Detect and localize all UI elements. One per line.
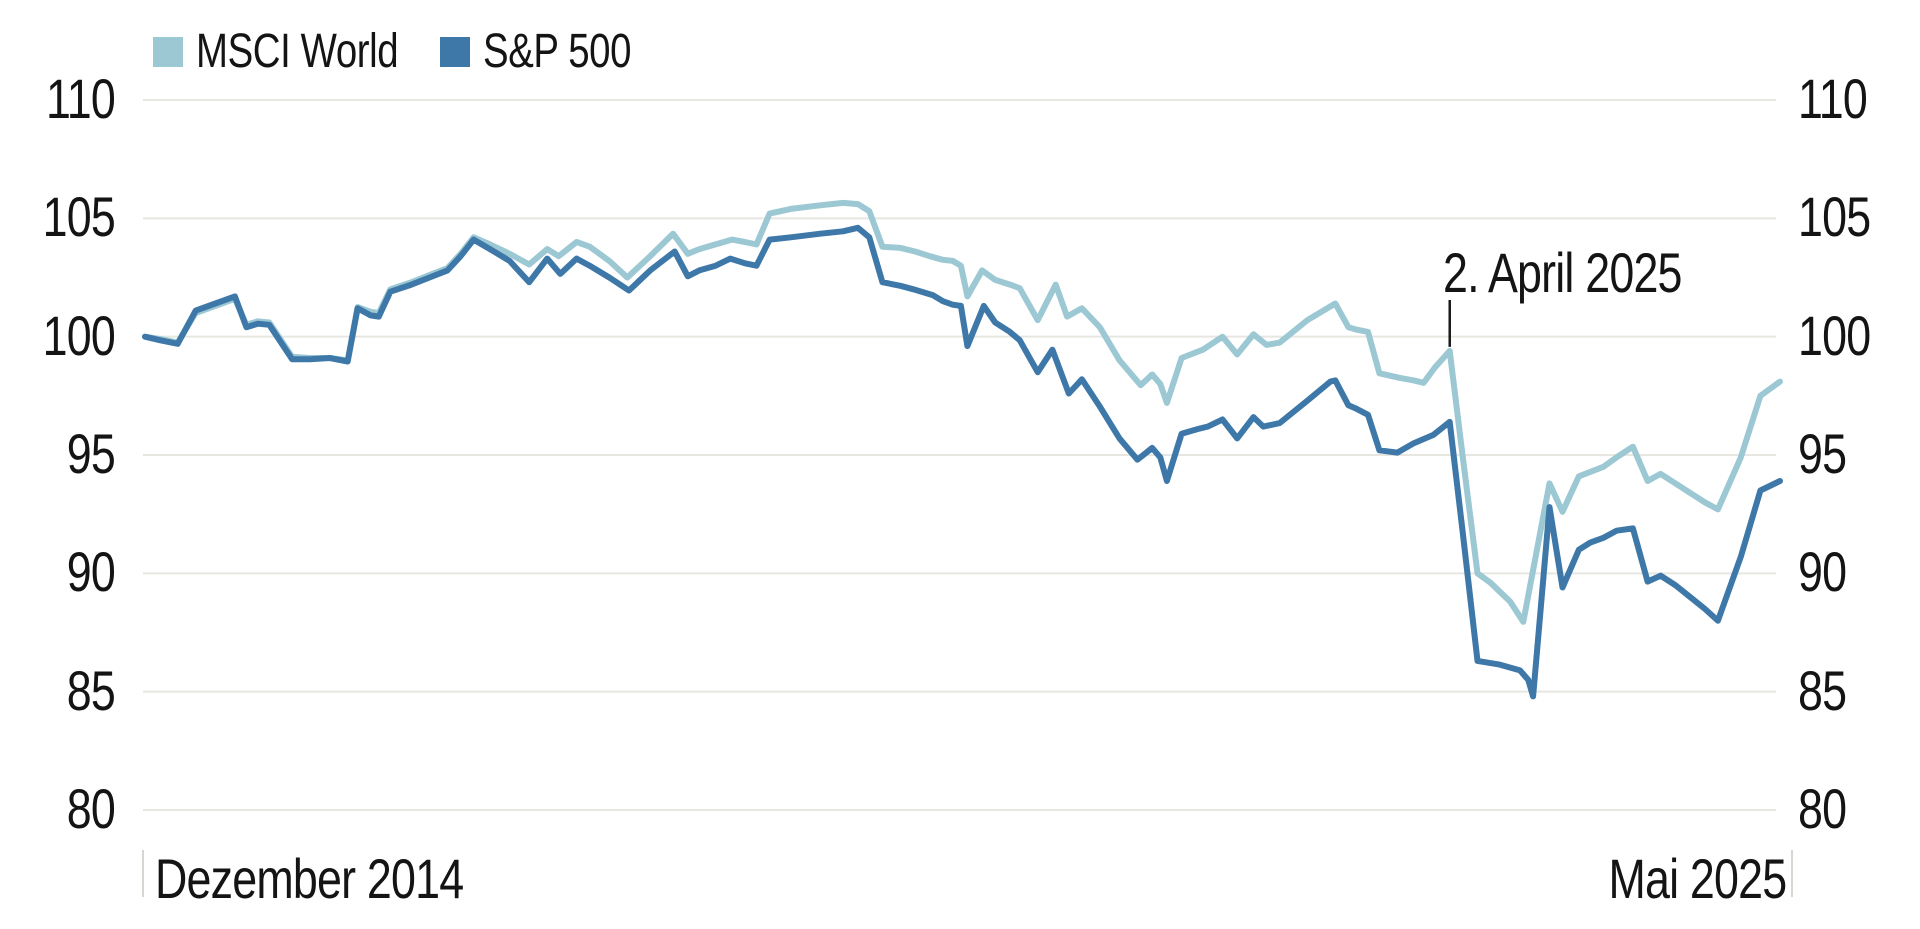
y-axis-label-left-85: 85 xyxy=(66,658,116,722)
y-axis-label-right-80: 80 xyxy=(1798,777,1847,840)
msci-world-legend-swatch xyxy=(153,37,183,67)
x-axis-end-label: Mai 2025 xyxy=(1608,847,1787,910)
y-axis-label-right-105: 105 xyxy=(1798,185,1871,249)
legend-item-sp500: S&P 500 xyxy=(440,28,668,76)
y-axis-label-right-85: 85 xyxy=(1798,658,1847,722)
legend-item-msci-world: MSCI World xyxy=(153,28,449,76)
x-axis-start-label: Dezember 2014 xyxy=(155,847,464,910)
y-axis-label-right-90: 90 xyxy=(1798,540,1847,604)
y-axis-label-left-105: 105 xyxy=(42,185,116,249)
y-axis-label-left-100: 100 xyxy=(42,303,116,367)
y-axis-label-left-90: 90 xyxy=(66,540,116,604)
y-axis-label-right-100: 100 xyxy=(1798,303,1871,367)
annotation-label: 2. April 2025 xyxy=(1443,241,1682,304)
sp500-legend-label: S&P 500 xyxy=(483,25,632,78)
y-axis-label-left-80: 80 xyxy=(66,777,116,840)
y-axis-label-right-95: 95 xyxy=(1798,422,1847,485)
y-axis-label-left-110: 110 xyxy=(45,67,116,130)
sp500-legend-swatch xyxy=(440,37,470,67)
sp500-line xyxy=(142,224,1783,700)
msci-world-legend-label: MSCI World xyxy=(196,25,399,78)
y-axis-label-right-110: 110 xyxy=(1798,67,1868,130)
y-axis-label-left-95: 95 xyxy=(66,422,116,485)
